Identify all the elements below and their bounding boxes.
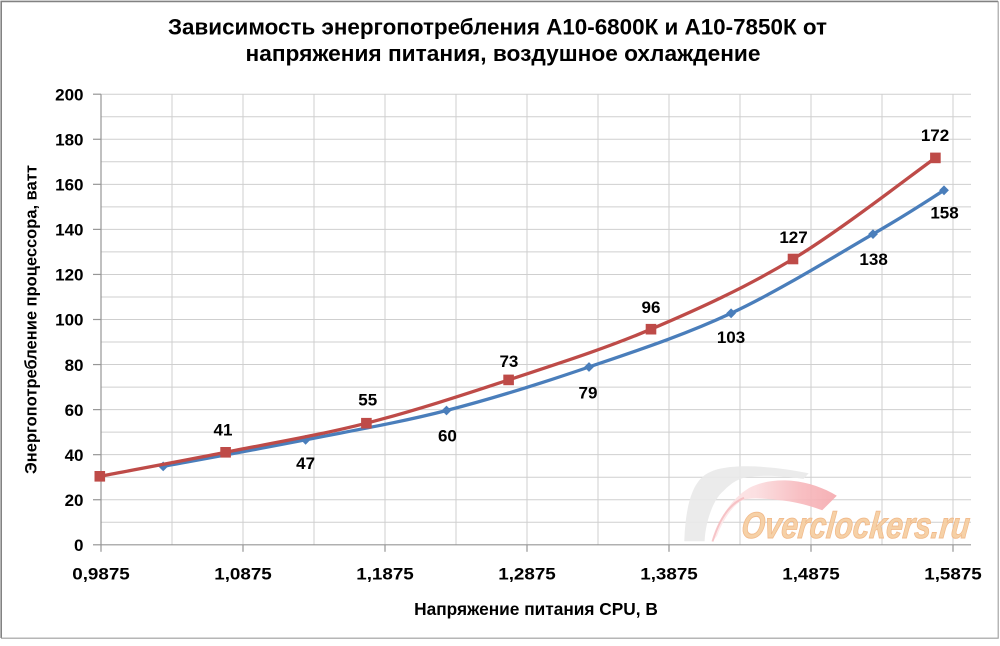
svg-text:1,1875: 1,1875 bbox=[356, 565, 414, 584]
svg-text:Напряжение питания CPU, В: Напряжение питания CPU, В bbox=[414, 599, 658, 619]
svg-text:200: 200 bbox=[55, 85, 83, 104]
svg-text:100: 100 bbox=[55, 311, 83, 330]
svg-text:73: 73 bbox=[499, 352, 518, 371]
svg-text:1,2875: 1,2875 bbox=[498, 565, 556, 584]
svg-text:172: 172 bbox=[921, 126, 949, 145]
svg-text:Энергопотребление процессора,: Энергопотребление процессора, ватт bbox=[23, 165, 41, 474]
svg-text:180: 180 bbox=[55, 131, 83, 150]
svg-text:96: 96 bbox=[642, 298, 661, 317]
svg-text:1,0875: 1,0875 bbox=[214, 565, 272, 584]
svg-text:79: 79 bbox=[579, 384, 598, 403]
svg-text:158: 158 bbox=[930, 204, 958, 223]
svg-text:1,5875: 1,5875 bbox=[924, 565, 982, 584]
svg-text:60: 60 bbox=[65, 401, 84, 420]
svg-text:20: 20 bbox=[65, 491, 84, 510]
svg-text:138: 138 bbox=[859, 250, 887, 269]
svg-text:0: 0 bbox=[74, 536, 83, 555]
svg-text:40: 40 bbox=[65, 446, 84, 465]
svg-text:140: 140 bbox=[55, 221, 83, 240]
svg-text:103: 103 bbox=[717, 328, 745, 347]
svg-text:60: 60 bbox=[438, 427, 457, 446]
svg-text:120: 120 bbox=[55, 266, 83, 285]
svg-text:0,9875: 0,9875 bbox=[72, 565, 130, 584]
svg-text:напряжения питания, воздушное: напряжения питания, воздушное охлаждение bbox=[246, 41, 761, 66]
svg-text:80: 80 bbox=[65, 356, 84, 375]
svg-text:1,4875: 1,4875 bbox=[782, 565, 840, 584]
svg-text:47: 47 bbox=[296, 454, 315, 473]
svg-text:127: 127 bbox=[779, 228, 807, 247]
svg-text:41: 41 bbox=[214, 421, 233, 440]
svg-text:55: 55 bbox=[358, 390, 377, 409]
svg-text:1,3875: 1,3875 bbox=[640, 565, 698, 584]
svg-text:160: 160 bbox=[55, 176, 83, 195]
svg-text:Overclockers.ru: Overclockers.ru bbox=[740, 504, 972, 546]
svg-text:Зависимость энергопотребления: Зависимость энергопотребления А10-6800К … bbox=[168, 15, 827, 40]
